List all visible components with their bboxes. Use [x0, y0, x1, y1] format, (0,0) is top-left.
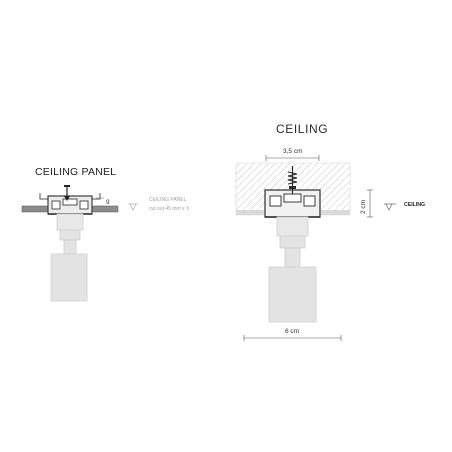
ceiling-panel-title: CEILING PANEL	[35, 166, 116, 178]
ceiling-panel-icon	[128, 203, 138, 211]
ceiling-panel-diagram: CEILING PANEL 9	[21, 166, 190, 302]
ceiling-width-top-dimension: 3,5 cm	[265, 148, 320, 161]
panel-note-line2: cut out 45 mm x X	[149, 206, 190, 212]
ceiling-width-top-label: 3,5 cm	[283, 148, 303, 155]
ceiling-title: CEILING	[276, 122, 328, 136]
panel-clip-right	[91, 193, 101, 206]
ceiling-width-bottom-label: 6 cm	[285, 328, 299, 335]
ceiling-note: CEILING	[404, 202, 425, 208]
panel-right-strip	[90, 206, 118, 212]
ceiling-track-profile	[264, 189, 321, 218]
track-profile	[47, 195, 93, 215]
ceiling-width-bottom-dimension: 6 cm	[243, 328, 342, 341]
spot-fixture-left	[50, 213, 88, 302]
panel-left-strip	[22, 206, 50, 212]
panel-clip-left	[39, 193, 49, 206]
ceiling-icon	[384, 203, 396, 211]
panel-thickness-label: 9	[106, 199, 110, 206]
panel-thickness-dimension: 9	[96, 197, 110, 207]
ceiling-diagram: CEILING 3,5 cm	[235, 122, 425, 341]
screw-arrow	[64, 185, 70, 201]
panel-note-line1: CEILING PANEL	[149, 197, 187, 203]
ceiling-anchor	[287, 166, 298, 194]
spot-fixture-right	[268, 216, 317, 323]
ceiling-height-label: 2 cm	[360, 200, 367, 214]
ceiling-height-dimension: 2 cm	[360, 189, 373, 218]
